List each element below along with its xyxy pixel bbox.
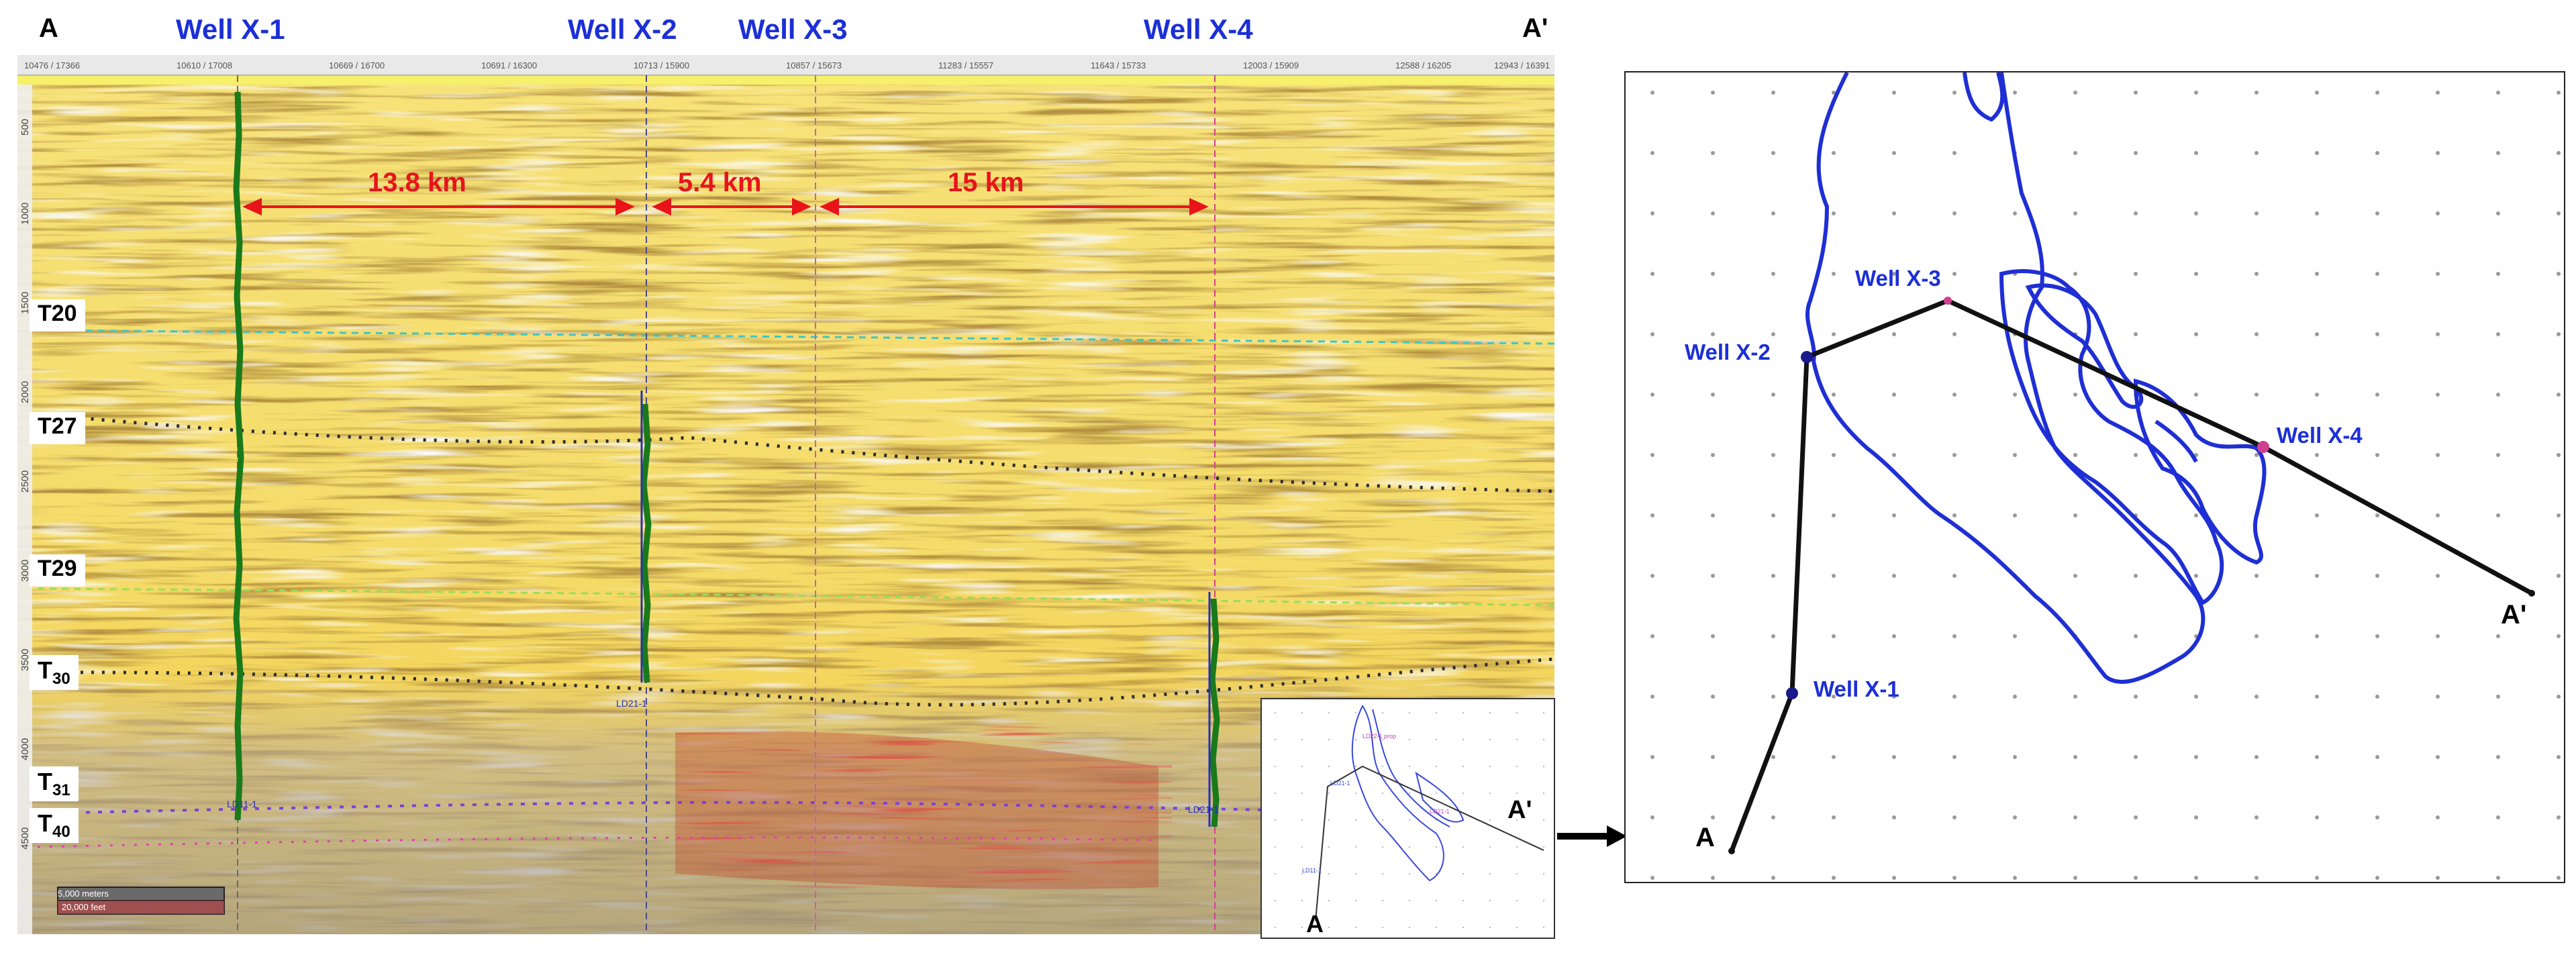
svg-text:LD11-1: LD11-1 [1302,867,1322,874]
map-endpoint-a-prime: A' [2501,600,2527,630]
distance-label-2: 5.4 km [678,168,762,197]
horizon-label-t27: T27 [30,412,85,444]
well-id-x2: LD21-1 [616,698,647,709]
depth-tick-label: 4500 [19,827,31,850]
depth-tick-label: 3500 [19,649,31,671]
well-title-x1: Well X-1 [176,13,285,45]
top-tick-label: 12588 / 16205 [1395,60,1451,70]
section-label-a-prime: A' [1522,13,1548,43]
top-tick-label: 10691 / 16300 [481,60,537,70]
well-title-x4: Well X-4 [1144,13,1253,45]
seismic-section: 10476 / 17366 10610 / 17008 10669 / 16700 1… [17,55,1554,934]
scale-bar-feet: 20,000 feet [62,902,106,912]
depth-tick-label: 3000 [19,560,31,582]
scale-bar-meters: 5,000 meters [58,889,109,899]
top-tick-label: 11283 / 15557 [938,60,993,70]
distance-label-3: 15 km [948,168,1024,197]
depth-tick-label: 2000 [19,381,31,403]
map-label-well-x3: Well X-3 [1855,266,1941,291]
inset-map: LD22-1 prop LD21-1 LD21-1 LD11-1 [1260,698,1555,939]
well-id-x1: LD11-1 [227,799,257,809]
depth-tick-label: 4000 [19,738,31,760]
arrow-right-icon [1557,825,1627,847]
map-endpoint-a: A [1695,823,1715,852]
top-tick-label: 10713 / 15900 [634,60,689,70]
top-tick-label: 10669 / 16700 [329,60,385,70]
top-tick-label: 10610 / 17008 [177,60,232,70]
well-title-x3: Well X-3 [738,13,848,45]
location-map: Well X-1 Well X-2 Well X-3 Well X-4 A A' [1624,71,2565,883]
map-label-well-x2: Well X-2 [1685,340,1771,364]
well-title-x2: Well X-2 [568,13,677,45]
distance-label-1: 13.8 km [368,168,466,197]
well-id-x4: LD21-1 [1188,804,1219,815]
horizon-label-t31: T31 [30,766,79,802]
horizon-label-t40: T40 [30,808,79,844]
top-tick-label: 10857 / 15673 [786,60,842,70]
depth-tick-label: 2500 [19,470,31,493]
top-tick-label: 11643 / 15733 [1091,60,1146,70]
svg-text:LD21-1: LD21-1 [1330,780,1350,787]
depth-tick-label: 500 [19,119,31,136]
inset-label-a: A [1306,910,1324,938]
section-label-a: A [39,13,58,43]
top-tick-label: 12943 / 16391 [1494,60,1550,70]
map-label-well-x1: Well X-1 [1814,676,1899,701]
top-tick-label: 12003 / 15909 [1243,60,1299,70]
svg-text:LD21-1: LD21-1 [1430,808,1450,815]
depth-tick-label: 1500 [19,292,31,314]
horizon-label-t20: T20 [30,299,85,332]
depth-tick-label: 1000 [19,203,31,225]
map-label-well-x4: Well X-4 [2277,423,2363,448]
inset-label-a-prime: A' [1507,796,1532,824]
svg-text:LD22-1 prop: LD22-1 prop [1363,733,1396,740]
horizon-label-t30: T30 [30,655,79,691]
horizon-label-t29: T29 [30,554,85,587]
top-tick-label: 10476 / 17366 [24,60,80,70]
